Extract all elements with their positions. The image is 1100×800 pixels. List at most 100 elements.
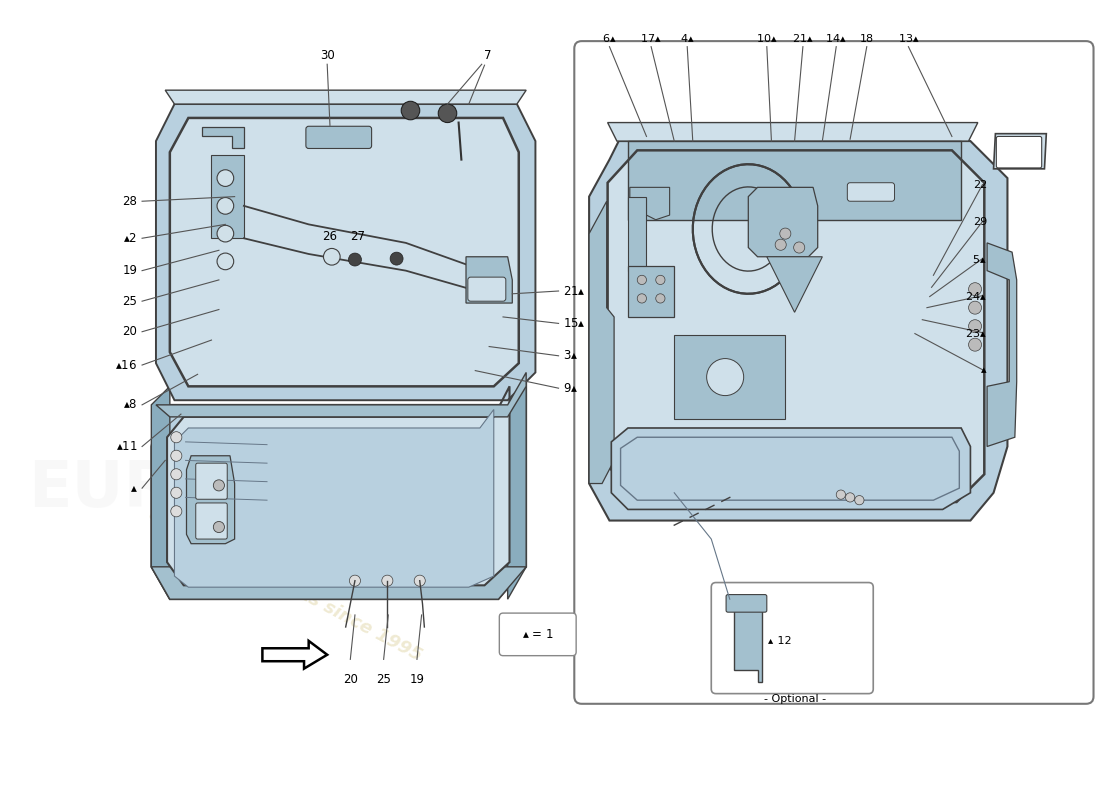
Circle shape bbox=[656, 294, 666, 303]
Polygon shape bbox=[169, 118, 519, 386]
Text: 17$\blacktriangle$: 17$\blacktriangle$ bbox=[640, 32, 662, 44]
Polygon shape bbox=[628, 266, 674, 317]
Circle shape bbox=[969, 282, 981, 296]
Polygon shape bbox=[590, 141, 1008, 521]
Text: $\blacktriangle$11: $\blacktriangle$11 bbox=[116, 440, 138, 453]
Circle shape bbox=[836, 490, 846, 499]
Text: $\blacktriangle$ = 1: $\blacktriangle$ = 1 bbox=[522, 628, 554, 641]
Polygon shape bbox=[987, 243, 1016, 446]
Text: EUROSPARES: EUROSPARES bbox=[629, 374, 1021, 426]
FancyBboxPatch shape bbox=[499, 613, 576, 656]
Circle shape bbox=[969, 338, 981, 351]
Polygon shape bbox=[466, 257, 513, 303]
Polygon shape bbox=[590, 202, 614, 483]
Text: 21$\blacktriangle$: 21$\blacktriangle$ bbox=[792, 32, 814, 44]
Circle shape bbox=[170, 469, 182, 480]
FancyBboxPatch shape bbox=[997, 137, 1042, 168]
Text: $\blacktriangle$: $\blacktriangle$ bbox=[979, 365, 987, 374]
FancyBboxPatch shape bbox=[574, 41, 1093, 704]
Polygon shape bbox=[156, 104, 536, 400]
Text: 12: 12 bbox=[774, 636, 792, 646]
FancyBboxPatch shape bbox=[196, 463, 228, 499]
Circle shape bbox=[855, 495, 864, 505]
Text: 7: 7 bbox=[484, 50, 491, 62]
Text: 28: 28 bbox=[122, 194, 138, 208]
Text: 14$\blacktriangle$: 14$\blacktriangle$ bbox=[825, 32, 847, 44]
Polygon shape bbox=[263, 641, 327, 669]
Text: 19: 19 bbox=[409, 674, 425, 686]
Polygon shape bbox=[612, 428, 970, 510]
Text: 15$\blacktriangle$: 15$\blacktriangle$ bbox=[563, 317, 586, 330]
Polygon shape bbox=[628, 197, 647, 270]
Circle shape bbox=[637, 294, 647, 303]
Text: 22: 22 bbox=[972, 179, 987, 190]
Polygon shape bbox=[175, 410, 494, 587]
Text: 25: 25 bbox=[122, 294, 138, 308]
Circle shape bbox=[846, 493, 855, 502]
Text: 18: 18 bbox=[860, 34, 873, 44]
Polygon shape bbox=[674, 335, 785, 418]
Polygon shape bbox=[628, 141, 961, 220]
Circle shape bbox=[415, 575, 426, 586]
Polygon shape bbox=[729, 599, 762, 682]
Polygon shape bbox=[508, 373, 526, 599]
Circle shape bbox=[170, 487, 182, 498]
Polygon shape bbox=[767, 257, 823, 312]
Circle shape bbox=[213, 480, 224, 491]
Text: 21$\blacktriangle$: 21$\blacktriangle$ bbox=[563, 285, 586, 298]
Circle shape bbox=[217, 170, 233, 186]
Polygon shape bbox=[211, 155, 244, 238]
FancyBboxPatch shape bbox=[847, 182, 894, 202]
Circle shape bbox=[969, 301, 981, 314]
Circle shape bbox=[780, 228, 791, 239]
Text: 23$\blacktriangle$: 23$\blacktriangle$ bbox=[966, 326, 987, 338]
Circle shape bbox=[170, 450, 182, 462]
Text: 6$\blacktriangle$: 6$\blacktriangle$ bbox=[602, 32, 617, 44]
Polygon shape bbox=[748, 187, 817, 257]
Polygon shape bbox=[630, 187, 670, 220]
Text: $\blacktriangle$: $\blacktriangle$ bbox=[130, 482, 138, 494]
Circle shape bbox=[349, 253, 362, 266]
FancyBboxPatch shape bbox=[306, 126, 372, 149]
FancyBboxPatch shape bbox=[726, 594, 767, 612]
Circle shape bbox=[217, 198, 233, 214]
Text: 4$\blacktriangle$: 4$\blacktriangle$ bbox=[680, 32, 694, 44]
Polygon shape bbox=[607, 150, 984, 502]
Circle shape bbox=[637, 275, 647, 285]
Circle shape bbox=[402, 102, 420, 120]
Circle shape bbox=[382, 575, 393, 586]
Text: $\blacktriangle$: $\blacktriangle$ bbox=[767, 636, 774, 646]
Polygon shape bbox=[187, 456, 234, 544]
Circle shape bbox=[217, 226, 233, 242]
Text: 29: 29 bbox=[972, 217, 987, 226]
Circle shape bbox=[170, 506, 182, 517]
FancyBboxPatch shape bbox=[196, 503, 228, 539]
Text: 10$\blacktriangle$: 10$\blacktriangle$ bbox=[756, 32, 778, 44]
Polygon shape bbox=[607, 122, 978, 141]
Circle shape bbox=[217, 253, 233, 270]
Text: 13$\blacktriangle$: 13$\blacktriangle$ bbox=[898, 32, 920, 44]
Circle shape bbox=[793, 242, 805, 253]
Circle shape bbox=[656, 275, 666, 285]
Text: 19: 19 bbox=[122, 264, 138, 277]
Circle shape bbox=[390, 252, 403, 265]
Text: a passion for parts since 1995: a passion for parts since 1995 bbox=[717, 427, 933, 550]
Polygon shape bbox=[152, 373, 526, 599]
Polygon shape bbox=[202, 127, 244, 149]
Text: a passion for parts since 1995: a passion for parts since 1995 bbox=[146, 506, 425, 665]
Circle shape bbox=[438, 104, 456, 122]
Text: 3$\blacktriangle$: 3$\blacktriangle$ bbox=[563, 350, 579, 362]
Text: 26: 26 bbox=[322, 230, 338, 243]
Text: 24$\blacktriangle$: 24$\blacktriangle$ bbox=[966, 290, 987, 302]
Text: 27: 27 bbox=[350, 230, 365, 243]
Polygon shape bbox=[152, 567, 526, 599]
Circle shape bbox=[213, 522, 224, 533]
Polygon shape bbox=[156, 373, 526, 417]
Circle shape bbox=[969, 320, 981, 333]
Text: - Optional -: - Optional - bbox=[763, 694, 826, 704]
Text: $\blacktriangle$8: $\blacktriangle$8 bbox=[123, 398, 138, 411]
Text: $\blacktriangle$2: $\blacktriangle$2 bbox=[123, 232, 138, 245]
FancyBboxPatch shape bbox=[712, 582, 873, 694]
Circle shape bbox=[170, 432, 182, 442]
Text: 5$\blacktriangle$: 5$\blacktriangle$ bbox=[972, 253, 987, 265]
